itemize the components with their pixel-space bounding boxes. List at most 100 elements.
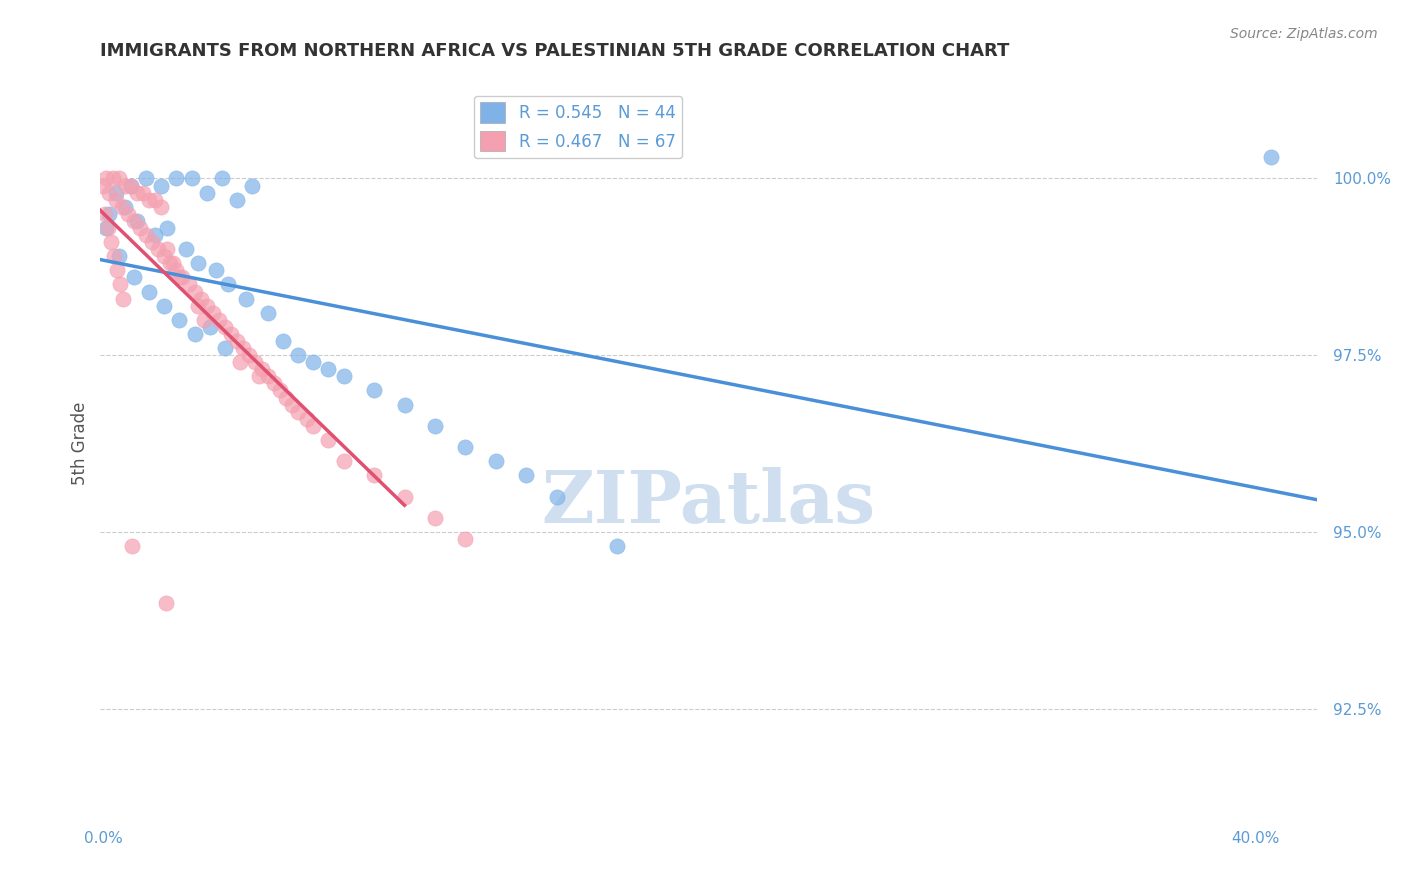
Point (111, 200, 134, 214)
Point (281, 398, 304, 412)
Point (150, 200, 173, 214)
Point (114, 200, 136, 214)
Point (1260, 150, 1282, 164)
Point (394, 398, 416, 412)
Point (120, 178, 142, 193)
Point (271, 334, 294, 348)
Point (302, 355, 325, 369)
Point (128, 221, 150, 235)
Point (94, 207, 117, 221)
Point (155, 595, 177, 609)
Point (394, 490, 416, 504)
Point (245, 355, 267, 369)
Point (169, 270, 191, 285)
Point (172, 270, 194, 285)
Y-axis label: 5th Grade: 5th Grade (72, 401, 89, 485)
Point (274, 391, 297, 405)
Point (232, 341, 254, 355)
Point (295, 411, 318, 425)
Point (105, 263, 128, 277)
Point (180, 171, 202, 186)
Point (318, 433, 340, 447)
Point (156, 242, 179, 256)
Point (187, 256, 209, 270)
Point (103, 249, 125, 263)
Point (93, 178, 115, 193)
Point (332, 369, 354, 384)
Point (112, 292, 135, 306)
Point (217, 277, 239, 292)
Point (132, 186, 155, 200)
Point (195, 186, 218, 200)
Point (104, 186, 127, 200)
Text: IMMIGRANTS FROM NORTHERN AFRICA VS PALESTINIAN 5TH GRADE CORRELATION CHART: IMMIGRANTS FROM NORTHERN AFRICA VS PALES… (100, 42, 1010, 60)
Point (107, 171, 129, 186)
Point (138, 285, 160, 299)
Point (242, 178, 264, 193)
Point (205, 263, 228, 277)
Point (108, 277, 131, 292)
Point (269, 384, 291, 398)
Point (193, 313, 215, 327)
Point (214, 319, 236, 334)
Text: 40.0%: 40.0% (1232, 831, 1279, 846)
Point (606, 539, 628, 553)
Point (159, 256, 181, 270)
Point (135, 171, 157, 186)
Point (114, 178, 136, 193)
Point (423, 418, 446, 433)
Point (143, 227, 166, 242)
Point (162, 256, 184, 270)
Point (318, 362, 340, 376)
Point (150, 178, 173, 193)
Point (104, 193, 127, 207)
Point (143, 193, 166, 207)
Point (235, 292, 257, 306)
Point (454, 532, 477, 546)
Point (546, 490, 568, 504)
Point (187, 299, 209, 313)
Point (211, 171, 233, 186)
Point (214, 341, 236, 355)
Point (100, 235, 122, 249)
Point (226, 334, 249, 348)
Point (219, 326, 242, 341)
Point (96, 171, 118, 186)
Point (169, 313, 191, 327)
Point (125, 186, 148, 200)
Point (363, 384, 385, 398)
Point (198, 319, 221, 334)
Text: Source: ZipAtlas.com: Source: ZipAtlas.com (1230, 27, 1378, 41)
Point (153, 249, 176, 263)
Text: 0.0%: 0.0% (84, 831, 124, 846)
Point (98, 207, 121, 221)
Point (454, 440, 477, 454)
Point (174, 242, 197, 256)
Point (138, 193, 160, 207)
Point (107, 249, 129, 263)
Point (256, 306, 278, 320)
Point (287, 348, 309, 362)
Point (146, 242, 169, 256)
Point (208, 313, 231, 327)
Point (201, 306, 224, 320)
Point (101, 171, 124, 186)
Point (165, 263, 187, 277)
Point (195, 299, 218, 313)
Point (183, 326, 205, 341)
Point (125, 214, 148, 228)
Point (302, 418, 325, 433)
Point (287, 405, 309, 419)
Point (177, 277, 200, 292)
Point (183, 285, 205, 299)
Point (97, 221, 120, 235)
Point (250, 362, 273, 376)
Point (165, 171, 187, 186)
Point (121, 539, 143, 553)
Legend: R = 0.545   N = 44, R = 0.467   N = 67: R = 0.545 N = 44, R = 0.467 N = 67 (474, 95, 682, 158)
Point (122, 214, 145, 228)
Point (363, 468, 385, 483)
Point (238, 348, 260, 362)
Point (117, 207, 139, 221)
Point (485, 454, 508, 468)
